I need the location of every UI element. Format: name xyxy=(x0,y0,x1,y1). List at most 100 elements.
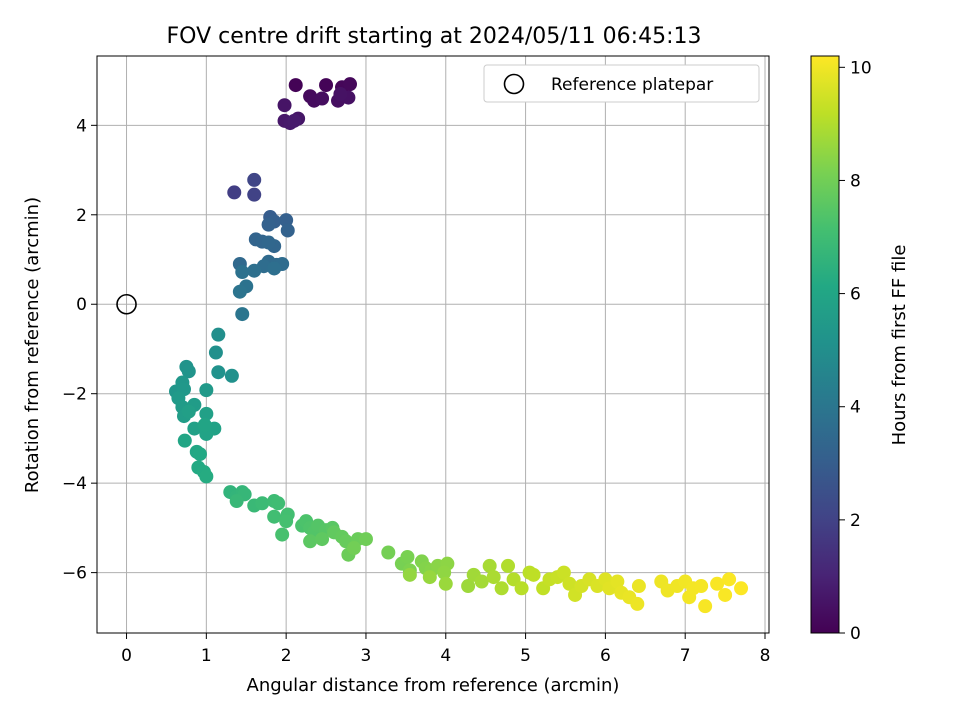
x-tick-label: 6 xyxy=(600,646,611,666)
data-point xyxy=(279,514,294,529)
data-point xyxy=(358,532,373,547)
x-tick-label: 3 xyxy=(361,646,372,666)
data-point xyxy=(698,599,713,614)
y-tick-label: −6 xyxy=(62,564,87,584)
data-point xyxy=(333,87,348,102)
x-tick-label: 4 xyxy=(440,646,451,666)
data-point xyxy=(514,581,529,596)
data-point xyxy=(556,565,571,580)
data-point xyxy=(197,418,212,433)
y-tick-label: 2 xyxy=(76,206,87,226)
data-point xyxy=(280,223,295,238)
data-points xyxy=(169,77,749,614)
data-point xyxy=(235,265,250,280)
data-point xyxy=(562,576,577,591)
data-point xyxy=(211,365,226,380)
data-point xyxy=(303,534,318,549)
data-point xyxy=(277,98,292,113)
data-point xyxy=(199,469,214,484)
data-point xyxy=(506,572,521,587)
data-point xyxy=(271,496,286,511)
chart-title: FOV centre drift starting at 2024/05/11 … xyxy=(167,24,702,49)
data-point xyxy=(631,579,646,594)
data-point xyxy=(346,541,361,556)
x-tick-label: 1 xyxy=(201,646,212,666)
data-point xyxy=(211,327,226,342)
colorbar-tick-label: 4 xyxy=(850,398,861,418)
data-point xyxy=(718,587,733,602)
data-point xyxy=(630,596,645,611)
colorbar-tick-label: 2 xyxy=(850,511,861,531)
colorbar-label: Hours from first FF file xyxy=(889,245,910,446)
data-point xyxy=(315,532,330,547)
data-point xyxy=(181,404,196,419)
data-point xyxy=(181,364,196,379)
y-tick-label: 0 xyxy=(76,295,87,315)
data-point xyxy=(267,261,282,276)
data-point xyxy=(288,78,303,93)
colorbar-tick-label: 0 xyxy=(850,624,861,644)
x-axis: 0 1 2 3 4 5 6 7 8 xyxy=(121,633,770,666)
grid xyxy=(97,56,769,633)
data-point xyxy=(279,213,294,228)
legend: Reference platepar xyxy=(483,64,760,103)
x-tick-label: 2 xyxy=(281,646,292,666)
data-point xyxy=(261,235,276,250)
data-point xyxy=(208,345,223,360)
data-point xyxy=(482,558,497,573)
data-point xyxy=(255,496,270,511)
x-tick-label: 0 xyxy=(121,646,132,666)
colorbar-tick-label: 8 xyxy=(850,171,861,191)
legend-box xyxy=(483,64,760,103)
reference-platepar-marker xyxy=(116,293,137,315)
data-point xyxy=(319,78,334,93)
data-point xyxy=(267,509,282,524)
data-point xyxy=(526,567,541,582)
data-point xyxy=(275,527,290,542)
data-point xyxy=(501,558,516,573)
colorbar xyxy=(810,55,840,634)
data-point xyxy=(494,581,509,596)
data-point xyxy=(342,77,357,92)
data-point xyxy=(224,368,239,383)
data-point xyxy=(734,581,749,596)
data-point xyxy=(486,570,501,585)
colorbar-tick-label: 10 xyxy=(850,58,872,78)
data-point xyxy=(247,172,262,187)
data-point xyxy=(232,284,247,299)
x-tick-label: 8 xyxy=(760,646,771,666)
x-tick-label: 7 xyxy=(680,646,691,666)
data-point xyxy=(192,447,207,462)
data-point xyxy=(402,567,417,582)
data-point xyxy=(229,494,244,509)
data-point xyxy=(437,565,452,580)
data-point xyxy=(261,217,276,232)
data-point xyxy=(199,383,214,398)
colorbar-tick-label: 6 xyxy=(850,285,861,305)
data-point xyxy=(287,113,302,128)
data-point xyxy=(227,185,242,200)
y-axis: −6 −4 −2 0 2 4 xyxy=(62,116,97,584)
y-tick-label: −2 xyxy=(62,385,87,405)
data-point xyxy=(177,433,192,448)
plot-frame xyxy=(96,55,770,634)
data-point xyxy=(694,579,709,594)
data-point xyxy=(710,576,725,591)
x-axis-label: Angular distance from reference (arcmin) xyxy=(247,675,620,696)
data-point xyxy=(422,570,437,585)
x-tick-label: 5 xyxy=(520,646,531,666)
colorbar-ticks: 0 2 4 6 8 10 xyxy=(839,58,872,644)
data-point xyxy=(315,91,330,106)
data-point xyxy=(381,545,396,560)
data-point xyxy=(400,549,415,564)
data-point xyxy=(247,263,262,278)
data-point xyxy=(461,579,476,594)
data-point xyxy=(610,574,625,589)
data-point xyxy=(722,572,737,587)
y-axis-label: Rotation from reference (arcmin) xyxy=(22,197,43,493)
legend-marker-reference-platepar xyxy=(503,73,525,95)
y-tick-label: 4 xyxy=(76,116,87,136)
y-tick-label: −4 xyxy=(62,474,87,494)
